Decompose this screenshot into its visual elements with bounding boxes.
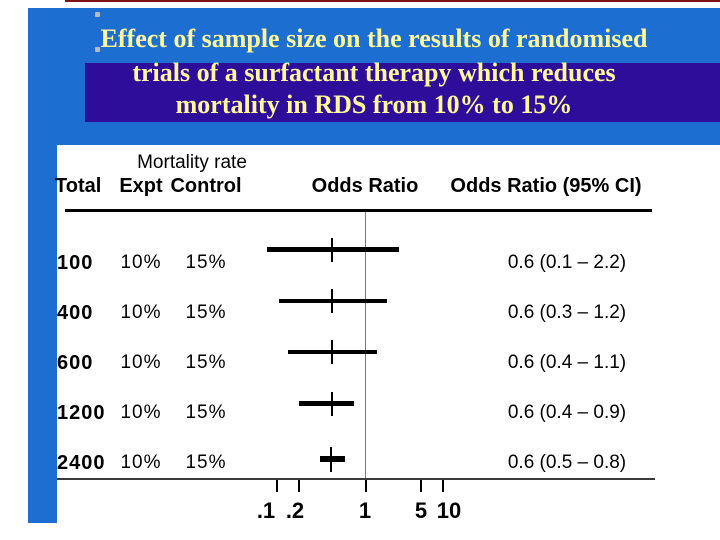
row-total: 1200 bbox=[57, 402, 106, 424]
column-group-header: Mortality rate bbox=[137, 152, 247, 173]
ci-bar-row-2 bbox=[279, 299, 387, 303]
x-axis-tick bbox=[420, 480, 422, 492]
row-control: 15% bbox=[185, 402, 227, 423]
row-expt: 10% bbox=[120, 402, 162, 423]
point-estimate-tick-row-3 bbox=[331, 340, 333, 364]
row-control: 15% bbox=[185, 302, 227, 323]
row-ci-text: 0.6 (0.5 – 0.8) bbox=[507, 452, 627, 473]
row-control: 15% bbox=[185, 352, 227, 373]
row-ci-text: 0.6 (0.1 – 2.2) bbox=[507, 252, 627, 273]
x-axis-tick-label: 10 bbox=[436, 498, 462, 523]
x-axis-tick bbox=[365, 480, 367, 492]
slide-title-line-2[interactable]: trials of a surfactant therapy which red… bbox=[132, 58, 616, 87]
column-header-odds-ratio: Odds Ratio bbox=[311, 175, 419, 197]
left-accent-bar bbox=[28, 8, 57, 523]
x-axis-tick-label: 5 bbox=[414, 498, 428, 523]
point-estimate-tick-row-5 bbox=[330, 447, 332, 472]
row-total: 400 bbox=[57, 302, 94, 324]
ci-bar-row-4 bbox=[299, 401, 354, 406]
row-control: 15% bbox=[185, 452, 227, 473]
selection-handle-bottom[interactable] bbox=[95, 47, 100, 52]
row-total: 100 bbox=[57, 252, 94, 274]
column-header-total: Total bbox=[55, 175, 102, 197]
x-axis-tick bbox=[276, 480, 278, 492]
row-ci-text: 0.6 (0.4 – 0.9) bbox=[507, 402, 627, 423]
row-ci-text: 0.6 (0.3 – 1.2) bbox=[507, 302, 627, 323]
title-highlight-box bbox=[85, 63, 720, 122]
header-rule bbox=[65, 209, 652, 212]
row-expt: 10% bbox=[120, 452, 162, 473]
slide-top-border bbox=[65, 0, 720, 2]
point-estimate-tick-row-4 bbox=[331, 392, 333, 416]
ci-bar-row-1 bbox=[267, 247, 399, 252]
selection-handle-top[interactable] bbox=[95, 12, 100, 17]
column-header-odds-ratio-ci: Odds Ratio (95% CI) bbox=[450, 175, 642, 197]
slide-title-line-3[interactable]: mortality in RDS from 10% to 15% bbox=[175, 90, 573, 119]
row-expt: 10% bbox=[120, 302, 162, 323]
row-total: 2400 bbox=[57, 452, 106, 474]
slide-title-line-1[interactable]: Effect of sample size on the results of … bbox=[100, 24, 648, 53]
ci-bar-row-5 bbox=[320, 456, 345, 462]
point-estimate-tick-row-2 bbox=[331, 289, 333, 313]
x-axis-tick-label: 1 bbox=[358, 498, 372, 523]
row-expt: 10% bbox=[120, 252, 162, 273]
row-ci-text: 0.6 (0.4 – 1.1) bbox=[507, 352, 627, 373]
x-axis-tick-label: .2 bbox=[285, 498, 305, 523]
row-expt: 10% bbox=[120, 352, 162, 373]
row-total: 600 bbox=[57, 352, 94, 374]
x-axis-tick-label: .1 bbox=[256, 498, 276, 523]
point-estimate-tick-row-1 bbox=[331, 238, 333, 262]
x-axis-tick bbox=[442, 480, 444, 492]
column-header-control: Control bbox=[170, 175, 242, 197]
x-axis-line bbox=[57, 478, 655, 480]
column-header-expt: Expt bbox=[119, 175, 163, 197]
x-axis-tick bbox=[298, 480, 300, 492]
row-control: 15% bbox=[185, 252, 227, 273]
